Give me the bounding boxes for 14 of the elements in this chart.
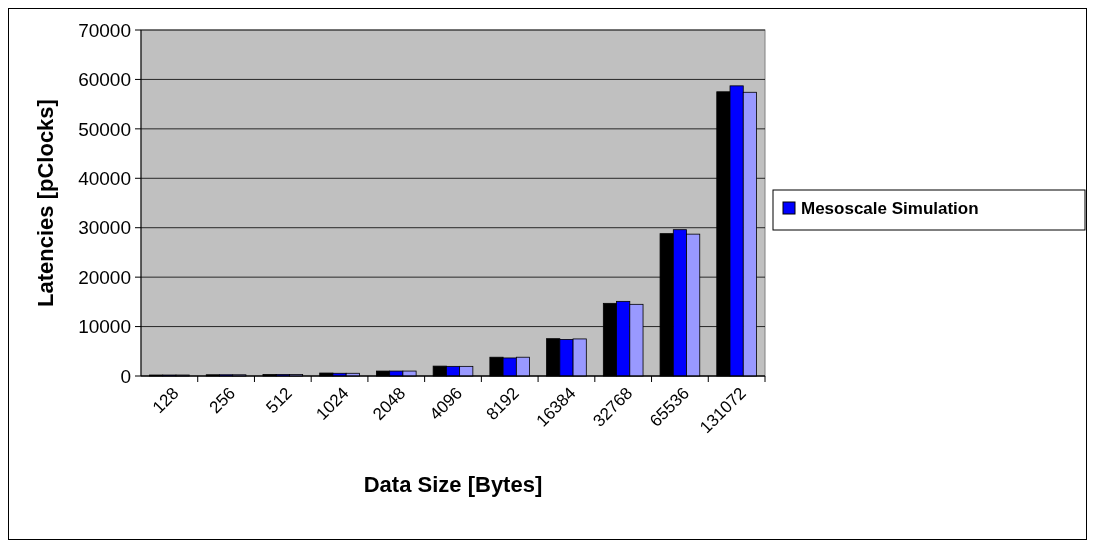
y-tick-label: 20000 xyxy=(78,266,131,288)
y-tick-label: 50000 xyxy=(78,118,131,140)
y-tick-label: 10000 xyxy=(78,316,131,338)
y-tick-label: 30000 xyxy=(78,217,131,239)
x-axis-title: Data Size [Bytes] xyxy=(363,472,543,497)
x-tick-label: 256 xyxy=(205,383,240,418)
y-tick-label: 60000 xyxy=(78,69,131,91)
y-axis-title: Latencies [pClocks] xyxy=(33,99,58,307)
x-tick-label: 512 xyxy=(262,383,296,418)
y-tick-label: 40000 xyxy=(78,167,131,189)
y-tick-label: 0 xyxy=(120,365,131,387)
y-tick-label: 70000 xyxy=(78,19,131,41)
x-tick-label: 128 xyxy=(148,383,183,418)
legend-label: Mesoscale Simulation xyxy=(801,198,979,218)
